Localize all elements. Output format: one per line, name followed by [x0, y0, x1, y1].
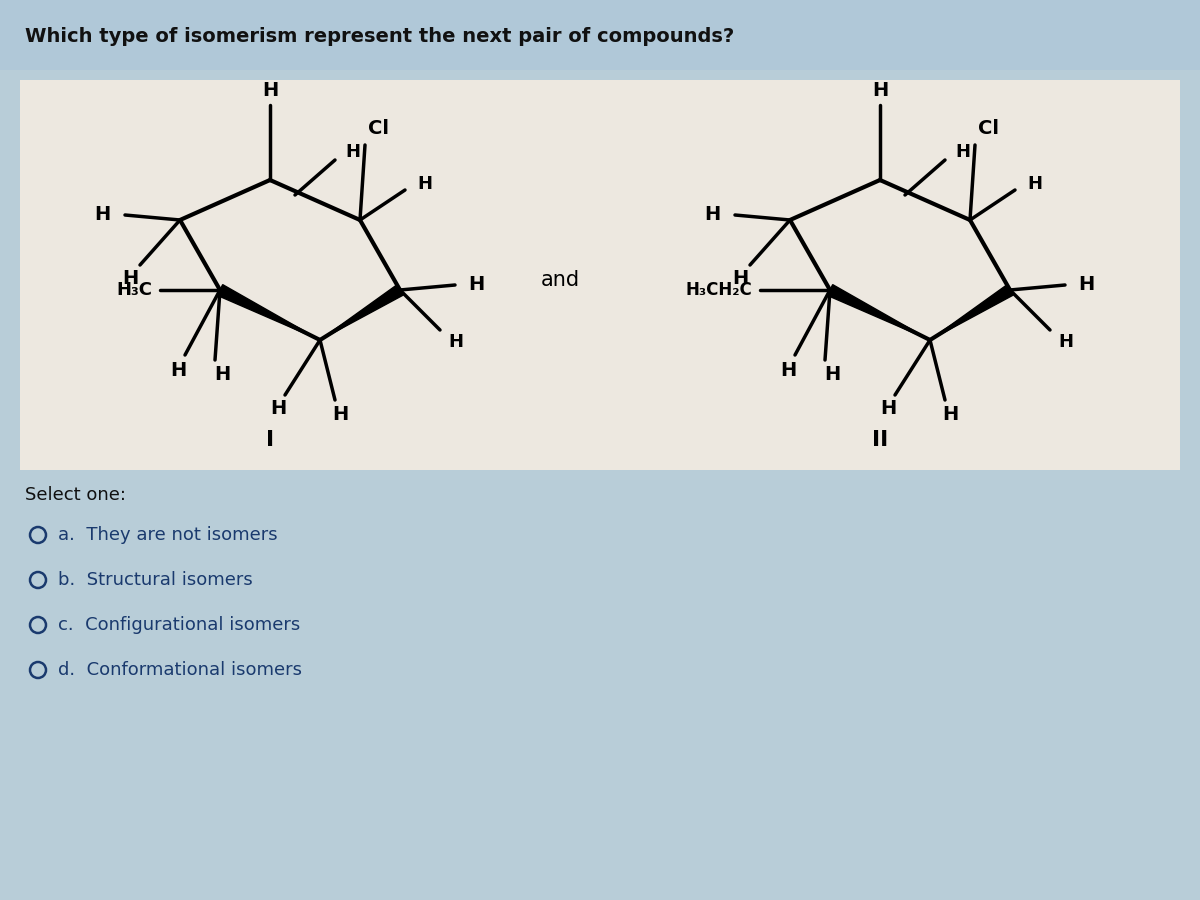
- Text: H: H: [1078, 275, 1094, 294]
- Text: H: H: [170, 361, 186, 380]
- Text: H: H: [732, 268, 748, 287]
- Text: I: I: [266, 430, 274, 450]
- Polygon shape: [930, 285, 1013, 340]
- Text: d.  Conformational isomers: d. Conformational isomers: [58, 661, 302, 679]
- FancyBboxPatch shape: [20, 80, 1180, 470]
- Polygon shape: [217, 284, 320, 340]
- Text: H: H: [94, 205, 110, 224]
- Text: Cl: Cl: [368, 119, 389, 138]
- Text: H: H: [880, 399, 896, 418]
- Text: c.  Configurational isomers: c. Configurational isomers: [58, 616, 300, 634]
- Polygon shape: [320, 285, 403, 340]
- Text: H: H: [780, 361, 796, 380]
- Text: H: H: [1058, 333, 1073, 351]
- Text: H₃C: H₃C: [116, 281, 152, 299]
- Text: H: H: [942, 406, 958, 425]
- Text: H: H: [872, 80, 888, 100]
- Text: Cl: Cl: [978, 119, 998, 138]
- Text: H₃CH₂C: H₃CH₂C: [685, 281, 752, 299]
- FancyBboxPatch shape: [0, 0, 1200, 70]
- Text: H: H: [418, 175, 432, 193]
- Text: Which type of isomerism represent the next pair of compounds?: Which type of isomerism represent the ne…: [25, 28, 734, 47]
- Text: H: H: [270, 399, 286, 418]
- Text: H: H: [955, 143, 970, 161]
- Text: a.  They are not isomers: a. They are not isomers: [58, 526, 277, 544]
- Polygon shape: [827, 284, 930, 340]
- Text: H: H: [1027, 175, 1042, 193]
- Text: H: H: [262, 80, 278, 100]
- Text: H: H: [332, 406, 348, 425]
- Text: b.  Structural isomers: b. Structural isomers: [58, 571, 253, 589]
- Text: H: H: [346, 143, 360, 161]
- Text: H: H: [448, 333, 463, 351]
- Text: H: H: [122, 268, 138, 287]
- Text: H: H: [703, 205, 720, 224]
- Text: II: II: [872, 430, 888, 450]
- Text: H: H: [824, 365, 840, 384]
- Text: H: H: [214, 365, 230, 384]
- Text: and: and: [540, 270, 580, 290]
- Text: H: H: [468, 275, 485, 294]
- Text: Select one:: Select one:: [25, 486, 126, 504]
